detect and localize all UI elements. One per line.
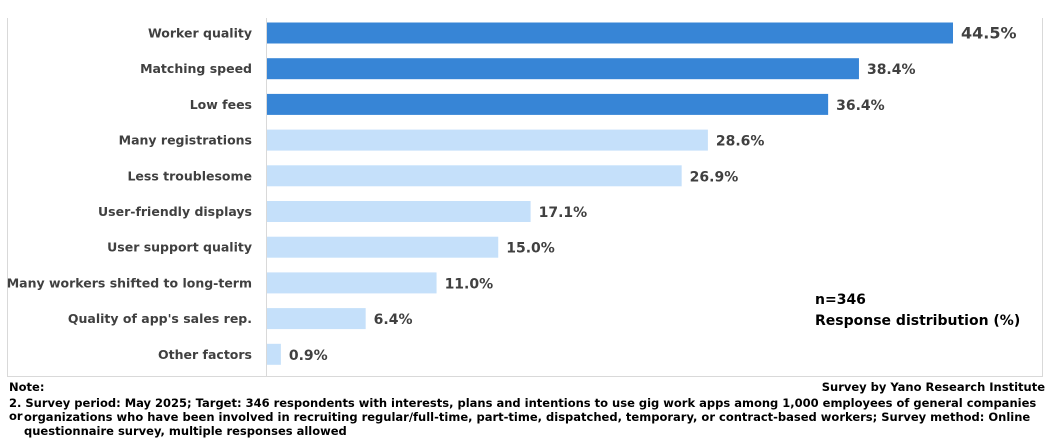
category-label: Other factors: [158, 347, 252, 362]
category-label: Less troublesome: [127, 168, 252, 183]
bar: [267, 165, 682, 187]
note-line-2: organizations who have been involved in …: [24, 410, 1031, 424]
bar: [267, 343, 281, 365]
bar: [267, 93, 829, 115]
category-label: User support quality: [107, 240, 252, 255]
note-label: Note:: [9, 380, 45, 394]
category-label: Worker quality: [148, 26, 252, 41]
value-label: 11.0%: [445, 276, 494, 292]
value-label: 38.4%: [867, 62, 916, 78]
value-label: 36.4%: [836, 98, 885, 114]
bar: [267, 236, 499, 258]
note-line-1: 2. Survey period: May 2025; Target: 346 …: [9, 396, 1037, 423]
value-label: 44.5%: [961, 24, 1017, 43]
source-label: Survey by Yano Research Institute: [821, 380, 1045, 394]
bar: [267, 22, 953, 44]
category-label: Quality of app's sales rep.: [68, 311, 252, 326]
value-label: 15.0%: [506, 241, 555, 257]
category-label: User-friendly displays: [98, 204, 252, 219]
bar: [267, 308, 366, 330]
category-label: Many registrations: [119, 133, 252, 148]
value-label: 0.9%: [289, 348, 328, 364]
chart-frame: [7, 18, 1043, 377]
value-label: 26.9%: [690, 169, 739, 185]
value-label: 6.4%: [374, 312, 413, 328]
category-label: Low fees: [190, 97, 252, 112]
bar: [267, 201, 531, 222]
bar: [267, 272, 437, 294]
unit-label: Response distribution (%): [815, 313, 1021, 329]
note-line-3: questionnaire survey, multiple responses…: [24, 424, 347, 438]
category-label: Many workers shifted to long-term: [7, 275, 252, 290]
category-label: Matching speed: [140, 61, 252, 76]
bar-chart: Worker quality 44.5% Matching speed 38.4% Lo…: [7, 18, 1017, 376]
bar: [267, 129, 708, 151]
bar: [267, 58, 859, 80]
value-label: 28.6%: [716, 134, 765, 150]
sample-size: n=346: [815, 292, 866, 308]
value-label: 17.1%: [539, 205, 588, 221]
annotation: n=346 Response distribution (%): [815, 290, 1020, 332]
